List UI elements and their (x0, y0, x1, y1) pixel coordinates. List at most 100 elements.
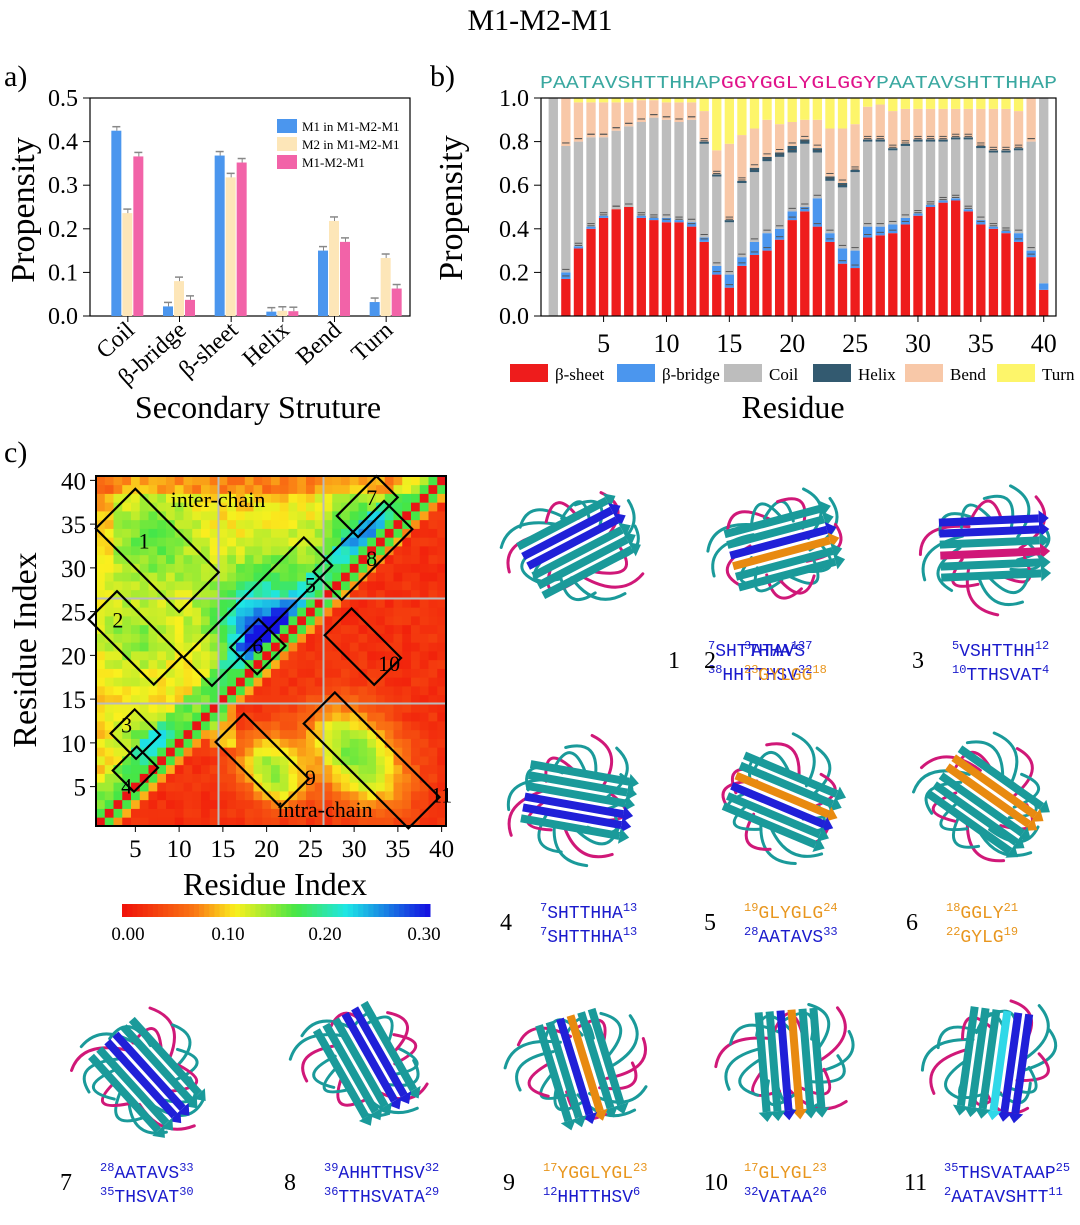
heatmap-cell (367, 546, 377, 556)
protein-strand (730, 782, 826, 829)
heatmap-cell (428, 782, 438, 792)
heatmap-cell (332, 528, 342, 538)
heatmap-cell (174, 747, 184, 757)
chart-b-bar-coil (674, 121, 684, 221)
heatmap-cell (96, 677, 106, 687)
heatmap-cell (367, 808, 377, 818)
heatmap-cell (306, 589, 316, 599)
heatmap-cell (306, 808, 316, 818)
heatmap-cell (437, 502, 447, 512)
chart-b-bar-beta_bridge (573, 246, 584, 249)
heatmap-cell (183, 563, 193, 573)
structure-pair-line: 32VATAA26 (744, 1185, 827, 1208)
heatmap-cell (376, 721, 386, 731)
heatmap-cell (428, 519, 438, 529)
heatmap-cell (279, 773, 289, 783)
chart-c-ylabel: Residue Index (7, 552, 44, 747)
colorbar-segment (245, 904, 251, 917)
heatmap-cell (148, 554, 158, 564)
protein-coil (1023, 1004, 1050, 1061)
heatmap-cell (428, 712, 438, 722)
heatmap-cell (104, 642, 114, 652)
heatmap-ytick-label: 5 (74, 775, 87, 802)
heatmap-cell (306, 484, 316, 494)
heatmap-cell (297, 476, 307, 486)
heatmap-cell (122, 668, 132, 678)
heatmap-cell (166, 721, 176, 731)
heatmap-cell (341, 712, 351, 722)
heatmap-cell (332, 817, 342, 827)
heatmap-cell (288, 747, 298, 757)
heatmap-cell (104, 633, 114, 643)
heatmap-cell (262, 773, 272, 783)
heatmap-cell (271, 764, 281, 774)
heatmap-cell (236, 493, 246, 503)
heatmap-cell (113, 651, 123, 661)
heatmap-cell (411, 729, 421, 739)
heatmap-cell (262, 476, 272, 486)
heatmap-cell (314, 651, 324, 661)
heatmap-cell (227, 817, 237, 827)
heatmap-cell (393, 633, 403, 643)
chart-b-bar-turn (988, 98, 999, 109)
chart-a-bar (214, 155, 225, 316)
heatmap-cell (201, 712, 211, 722)
protein-strand (957, 745, 1045, 810)
heatmap-cell (166, 773, 176, 783)
heatmap-cell (402, 721, 412, 731)
protein-coil (507, 788, 549, 837)
heatmap-cell (104, 721, 114, 731)
heatmap-cell (402, 493, 412, 503)
heatmap-cell (279, 747, 289, 757)
heatmap-cell (376, 756, 386, 766)
heatmap-cell (297, 808, 307, 818)
heatmap-cell (384, 782, 394, 792)
heatmap-cell (209, 476, 219, 486)
heatmap-cell (419, 633, 429, 643)
heatmap-cell (358, 808, 368, 818)
heatmap-cell (358, 633, 368, 643)
heatmap-cell (376, 598, 386, 608)
protein-strand (104, 1039, 178, 1119)
heatmap-cell (131, 729, 141, 739)
heatmap-cell (332, 703, 342, 713)
heatmap-cell (297, 607, 307, 617)
heatmap-cell (157, 476, 167, 486)
heatmap-cell (157, 537, 167, 547)
heatmap-cell (157, 799, 167, 809)
heatmap-cell (323, 624, 333, 634)
heatmap-cell (113, 773, 123, 783)
heatmap-cell (262, 642, 272, 652)
heatmap-cell (271, 519, 281, 529)
protein-strand-arrow (833, 553, 846, 570)
chart-b-bar-helix (863, 139, 873, 142)
heatmap-cell (244, 633, 254, 643)
heatmap-cell (288, 519, 298, 529)
heatmap-box (109, 707, 162, 761)
heatmap-cell (201, 528, 211, 538)
heatmap-cell (192, 476, 202, 486)
heatmap-cell (393, 546, 403, 556)
residue-end: 23 (812, 1161, 826, 1175)
heatmap-cell (428, 493, 438, 503)
heatmap-cell (96, 791, 106, 801)
heatmap-cell (314, 817, 324, 827)
heatmap-cell (288, 493, 298, 503)
heatmap-cell (288, 616, 298, 626)
heatmap-cell (104, 563, 114, 573)
heatmap-cell (122, 633, 132, 643)
protein-structure-image (506, 734, 639, 868)
heatmap-cell (104, 756, 114, 766)
heatmap-cell (437, 581, 447, 591)
chart-b-bar-bend (586, 102, 596, 138)
heatmap-cell (131, 651, 141, 661)
chart-b-bar-coil (938, 141, 948, 201)
heatmap-cell (253, 808, 263, 818)
heatmap-cell (314, 808, 324, 818)
heatmap-cell (209, 791, 219, 801)
heatmap-cell (306, 817, 316, 827)
chart-b-bar-beta_bridge (749, 241, 760, 255)
chart-b-bar-beta_sheet (686, 226, 697, 316)
protein-coil (552, 751, 587, 774)
chart-b-bar-beta_bridge (699, 237, 709, 242)
